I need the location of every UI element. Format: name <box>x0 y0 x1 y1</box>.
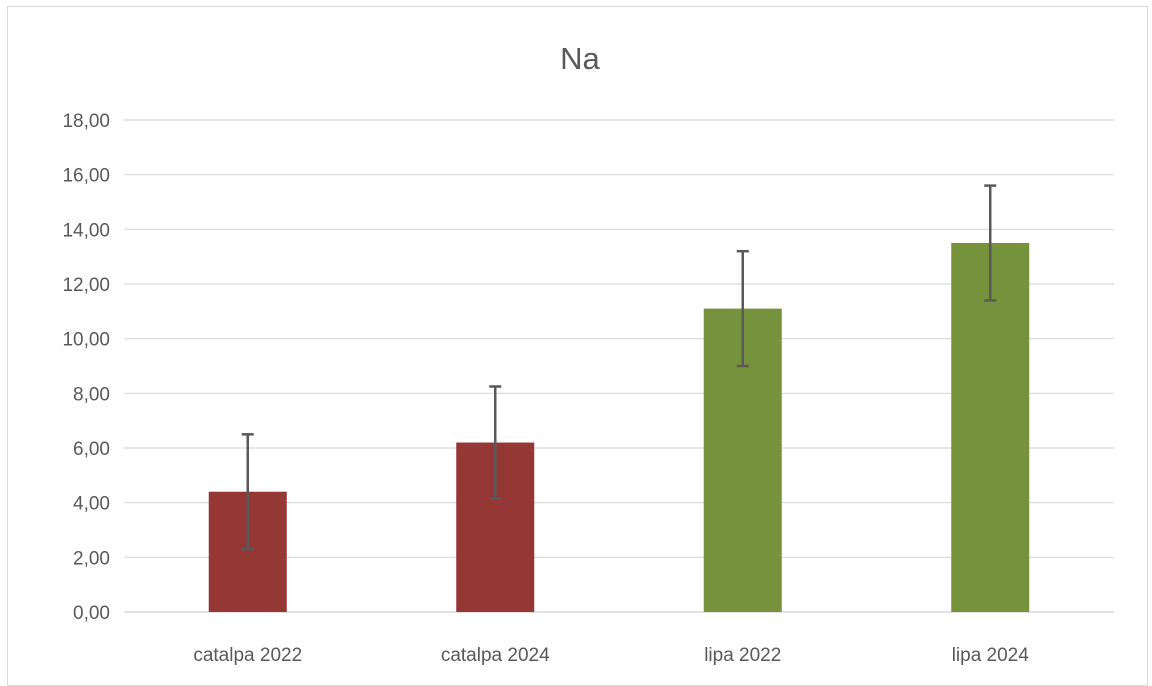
gridlines <box>124 119 1114 613</box>
y-axis-ticks: 0,00 2,00 4,00 6,00 8,00 10,00 12,00 14,00 16,00… <box>62 111 110 624</box>
y-tick-label: 12,00 <box>62 275 110 296</box>
x-category-label: catalpa 2024 <box>441 645 550 666</box>
x-category-label: catalpa 2022 <box>193 645 302 666</box>
x-category-label: lipa 2024 <box>952 645 1030 666</box>
y-tick-label: 8,00 <box>73 384 110 405</box>
y-tick-label: 0,00 <box>73 603 110 624</box>
bar <box>951 243 1030 612</box>
error-bars <box>241 184 997 551</box>
chart-title: Na <box>560 41 600 76</box>
y-tick-label: 14,00 <box>62 220 110 241</box>
y-tick-label: 10,00 <box>62 330 110 351</box>
x-category-label: lipa 2022 <box>704 645 781 666</box>
y-tick-label: 6,00 <box>73 439 110 460</box>
y-tick-label: 18,00 <box>62 111 110 132</box>
y-tick-label: 2,00 <box>73 548 110 569</box>
y-tick-label: 4,00 <box>73 494 110 515</box>
y-tick-label: 16,00 <box>62 166 110 187</box>
x-axis-categories: catalpa 2022 catalpa 2024 lipa 2022 lipa 20… <box>193 645 1029 666</box>
bars <box>208 243 1030 612</box>
